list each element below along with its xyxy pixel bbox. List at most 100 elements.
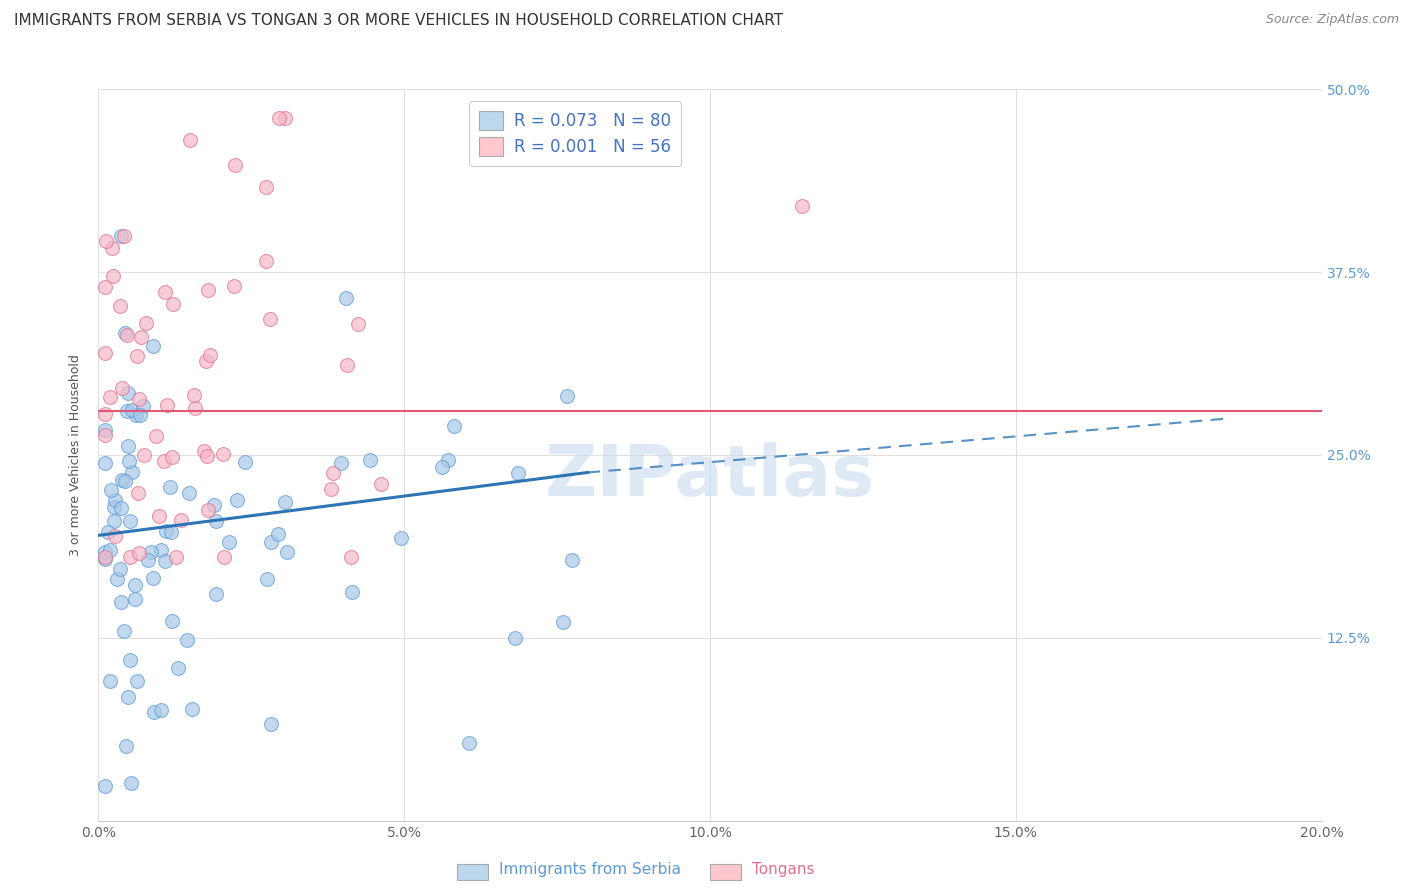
Point xyxy=(165,550,187,565)
Point xyxy=(103,514,125,528)
Point xyxy=(132,400,155,414)
Point xyxy=(142,571,165,585)
Legend: R = 0.073   N = 80, R = 0.001   N = 56: R = 0.073 N = 80, R = 0.001 N = 56 xyxy=(470,101,682,166)
Point xyxy=(93,544,115,558)
Point xyxy=(127,674,149,689)
Point xyxy=(254,180,277,194)
Point xyxy=(153,454,176,468)
Point xyxy=(94,779,117,793)
Point xyxy=(179,133,201,147)
Text: Immigrants from Serbia: Immigrants from Serbia xyxy=(499,863,681,877)
Point xyxy=(118,550,141,565)
Point xyxy=(131,330,153,344)
Point xyxy=(121,465,143,479)
Point xyxy=(93,279,115,293)
Point xyxy=(167,661,190,675)
Point xyxy=(267,526,290,541)
Point xyxy=(98,390,121,404)
Point xyxy=(211,446,233,460)
Point xyxy=(432,460,454,475)
Point xyxy=(108,562,131,576)
Point xyxy=(155,524,177,538)
Point xyxy=(117,440,139,454)
Point xyxy=(359,453,381,467)
Point xyxy=(335,291,357,305)
Point xyxy=(93,423,115,437)
Point xyxy=(555,389,578,403)
Point xyxy=(149,703,172,717)
Point xyxy=(197,503,219,517)
Point xyxy=(148,509,170,524)
Point xyxy=(225,493,247,508)
Point xyxy=(321,482,343,496)
Point xyxy=(180,702,202,716)
Point xyxy=(110,228,132,243)
Point xyxy=(125,408,148,422)
Point xyxy=(105,572,128,586)
Point xyxy=(274,495,297,509)
Point xyxy=(153,554,176,568)
Point xyxy=(132,448,155,462)
Point xyxy=(183,388,205,402)
Text: ZIPatlas: ZIPatlas xyxy=(546,442,875,511)
Text: IMMIGRANTS FROM SERBIA VS TONGAN 3 OR MORE VEHICLES IN HOUSEHOLD CORRELATION CHA: IMMIGRANTS FROM SERBIA VS TONGAN 3 OR MO… xyxy=(14,13,783,29)
Point xyxy=(104,529,127,543)
Point xyxy=(193,444,215,458)
Point xyxy=(98,674,121,689)
Point xyxy=(93,407,115,421)
Point xyxy=(224,158,246,172)
Text: Source: ZipAtlas.com: Source: ZipAtlas.com xyxy=(1265,13,1399,27)
Point xyxy=(259,717,281,731)
Point xyxy=(114,739,136,753)
Point xyxy=(458,736,481,750)
Point xyxy=(176,632,198,647)
Point xyxy=(160,524,183,539)
Point xyxy=(162,614,184,628)
Point xyxy=(145,429,167,443)
Point xyxy=(197,283,219,297)
Point xyxy=(143,705,166,719)
Point xyxy=(121,403,143,417)
Point xyxy=(162,297,184,311)
Point xyxy=(129,408,152,422)
Point xyxy=(437,453,460,467)
Point xyxy=(127,486,149,500)
Point xyxy=(118,454,141,468)
Point xyxy=(330,457,353,471)
Point xyxy=(150,542,173,557)
Point xyxy=(139,544,162,558)
Point xyxy=(204,514,226,528)
Point xyxy=(322,466,344,480)
Point xyxy=(195,449,218,463)
Y-axis label: 3 or more Vehicles in Household: 3 or more Vehicles in Household xyxy=(69,354,83,556)
Point xyxy=(256,573,278,587)
Point xyxy=(198,348,221,362)
Point xyxy=(112,229,135,244)
Point xyxy=(117,386,139,401)
Point xyxy=(340,585,363,599)
Point xyxy=(389,531,412,545)
Point xyxy=(117,690,139,704)
Point xyxy=(503,631,526,645)
Point xyxy=(561,553,583,567)
Point xyxy=(224,279,246,293)
Point xyxy=(156,398,179,412)
Point xyxy=(94,428,117,442)
Point xyxy=(114,474,136,488)
Text: Tongans: Tongans xyxy=(752,863,814,877)
Point xyxy=(118,514,141,528)
Point xyxy=(111,473,134,487)
Point xyxy=(124,591,146,606)
Point xyxy=(114,624,136,639)
Point xyxy=(93,550,115,565)
Point xyxy=(104,492,127,507)
Point xyxy=(347,317,370,331)
Point xyxy=(194,353,217,368)
Point xyxy=(179,486,201,500)
Point xyxy=(212,550,235,565)
Point xyxy=(124,578,146,592)
Point xyxy=(128,546,150,560)
Point xyxy=(259,312,281,326)
Point xyxy=(120,653,142,667)
Point xyxy=(100,242,122,256)
